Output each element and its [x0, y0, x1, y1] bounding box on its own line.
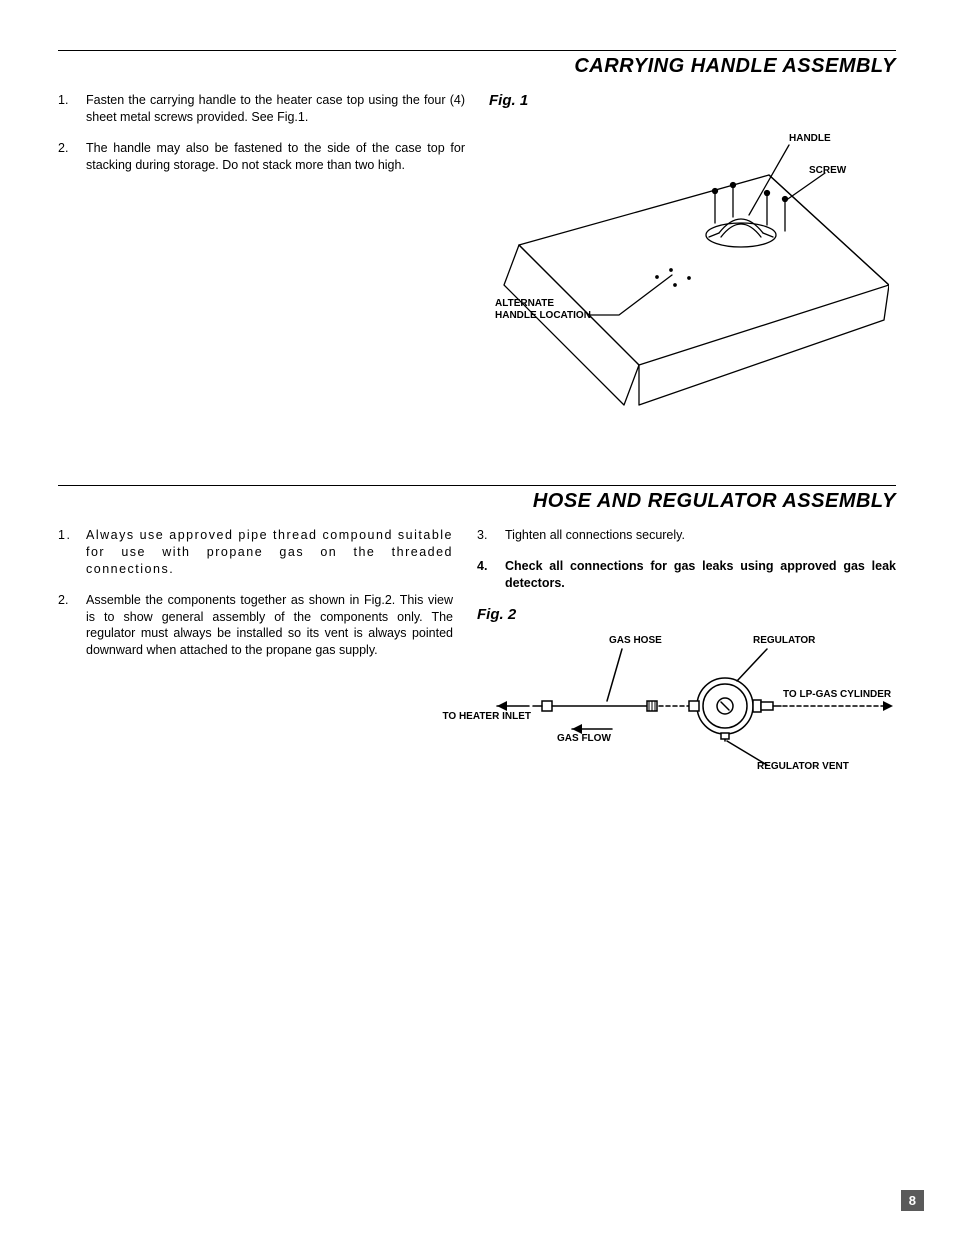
section2-step-3: Tighten all connections securely. [477, 527, 896, 544]
section2-title: HOSE AND REGULATOR ASSEMBLY [58, 490, 896, 513]
fig1-box: HANDLE SCREW ALTERNATE HANDLE LOCATION [489, 115, 896, 415]
section2-step-4: Check all connections for gas leaks usin… [477, 558, 896, 592]
fig2-label: Fig. 2 [477, 606, 896, 623]
section1-steps: Fasten the carrying handle to the heater… [58, 92, 465, 174]
section1-right-col: Fig. 1 [489, 92, 896, 415]
section1-body: Fasten the carrying handle to the heater… [58, 92, 896, 415]
section2-body: Always use approved pipe thread compound… [58, 527, 896, 789]
fig1-label-handle: HANDLE [789, 133, 831, 144]
fig2-label-regulator: REGULATOR [753, 635, 815, 646]
fig2-label-gasflow: GAS FLOW [557, 733, 611, 744]
page-number: 8 [901, 1190, 924, 1211]
section1-left-col: Fasten the carrying handle to the heater… [58, 92, 465, 415]
section-rule-1 [58, 50, 896, 51]
section1-step-2: The handle may also be fastened to the s… [58, 140, 465, 174]
fig1-label: Fig. 1 [489, 92, 896, 109]
section1-title: CARRYING HANDLE ASSEMBLY [58, 55, 896, 78]
section2-steps-left: Always use approved pipe thread compound… [58, 527, 453, 659]
fig2-label-tolp: TO LP-GAS CYLINDER [783, 689, 891, 700]
fig1-label-alt2: HANDLE LOCATION [495, 310, 591, 321]
section2-right-col: Tighten all connections securely. Check … [477, 527, 896, 789]
section2-step-1: Always use approved pipe thread compound… [58, 527, 453, 578]
fig2-label-regvent: REGULATOR VENT [757, 761, 849, 772]
fig1-label-screw: SCREW [809, 165, 846, 176]
fig2-box: GAS HOSE REGULATOR TO HEATER INLET TO LP… [437, 629, 897, 789]
fig2-label-toheater: TO HEATER INLET [439, 711, 531, 722]
section2: HOSE AND REGULATOR ASSEMBLY Always use a… [58, 485, 896, 789]
fig1-svg [489, 115, 889, 415]
fig2-label-gashose: GAS HOSE [609, 635, 662, 646]
fig1-label-alt1: ALTERNATE [495, 298, 554, 309]
section2-steps-right: Tighten all connections securely. Check … [477, 527, 896, 592]
section2-left-col: Always use approved pipe thread compound… [58, 527, 453, 789]
section-rule-2 [58, 485, 896, 486]
section1-step-1: Fasten the carrying handle to the heater… [58, 92, 465, 126]
section2-step-2: Assemble the components together as show… [58, 592, 453, 660]
